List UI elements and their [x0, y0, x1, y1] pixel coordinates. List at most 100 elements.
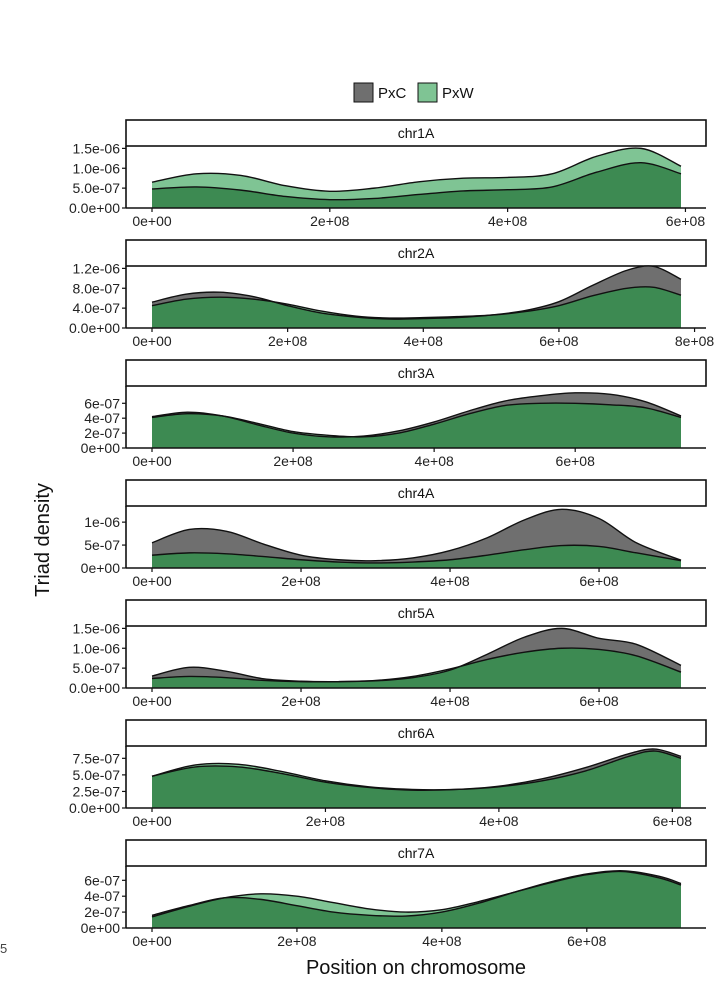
strip-chr2A [125, 239, 707, 267]
strip-label: chr7A [398, 845, 435, 861]
y-tick-label: 6e-07 [84, 395, 120, 411]
x-tick-label: 0e+00 [132, 933, 172, 949]
x-tick-label: 0e+00 [132, 693, 172, 709]
area-overlap [152, 403, 681, 448]
y-tick-label: 1.0e-06 [73, 160, 121, 176]
y-tick-label: 1.2e-06 [73, 260, 121, 276]
y-tick-label: 4.0e-07 [73, 300, 121, 316]
panel-chr4A: chr4A 0e+00 5e-07 1e-06 0e+00 2e+08 4e+08 6e+08 [81, 479, 707, 589]
area-overlap [152, 545, 681, 568]
y-tick-label: 6e-07 [84, 872, 120, 888]
line-PxC [151, 627, 682, 683]
y-tick-label: 0.0e+00 [69, 800, 120, 816]
strip-chr7A [125, 839, 707, 867]
strip-chr6A [125, 719, 707, 747]
area-overlap [152, 648, 681, 688]
line-PxC [151, 748, 682, 791]
x-tick-label: 2e+08 [281, 573, 321, 589]
line-PxC [151, 265, 682, 320]
x-tick-label: 4e+08 [414, 453, 454, 469]
strip-label: chr6A [398, 725, 435, 741]
line-PxW [151, 647, 682, 683]
y-tick-label: 8.0e-07 [73, 280, 121, 296]
x-tick-label: 6e+08 [567, 933, 607, 949]
strip-label: chr2A [398, 245, 435, 261]
strip-chr3A [125, 359, 707, 387]
strip-label: chr5A [398, 605, 435, 621]
y-tick-label: 0e+00 [81, 440, 121, 456]
strip-chr1A [125, 119, 707, 147]
area-overlap [152, 750, 681, 808]
x-tick-label: 4e+08 [430, 693, 470, 709]
legend-key-pxw [417, 82, 438, 103]
x-tick-label: 6e+08 [556, 453, 596, 469]
strip-label: chr1A [398, 125, 435, 141]
y-tick-label: 4e-07 [84, 888, 120, 904]
strip-chr5A [125, 599, 707, 627]
y-tick-label: 1.5e-06 [73, 620, 121, 636]
x-tick-label: 4e+08 [488, 213, 528, 229]
legend-label-pxw: PxW [442, 85, 475, 102]
area-overlap [152, 871, 681, 928]
legend: PxC PxW [353, 82, 475, 103]
stray-page-number: 5 [0, 941, 8, 956]
line-PxC [151, 392, 682, 438]
y-tick-label: 5.0e-07 [73, 660, 121, 676]
strip-chr4A [125, 479, 707, 507]
x-tick-label: 0e+00 [132, 333, 172, 349]
panel-chr1A: chr1A 0.0e+00 5.0e-07 1.0e-06 1.5e-06 0e+00 2e… [69, 119, 707, 229]
x-tick-label: 4e+08 [430, 573, 470, 589]
y-tick-label: 5.0e-07 [73, 767, 121, 783]
x-tick-label: 8e+08 [675, 333, 715, 349]
panel-chr5A: chr5A 0.0e+00 5.0e-07 1.0e-06 1.5e-06 0e+00 2e… [69, 599, 707, 709]
strip-label: chr3A [398, 365, 435, 381]
line-PxW [151, 147, 682, 193]
x-tick-label: 2e+08 [281, 693, 321, 709]
y-tick-label: 2e-07 [84, 904, 120, 920]
line-PxW [151, 402, 682, 438]
x-tick-label: 6e+08 [666, 213, 706, 229]
y-axis-title: Triad density [32, 483, 54, 597]
y-tick-label: 1.0e-06 [73, 640, 121, 656]
panel-chr2A: chr2A 0.0e+00 4.0e-07 8.0e-07 1.2e-06 0e+00 2e… [69, 239, 715, 349]
x-tick-label: 4e+08 [422, 933, 462, 949]
x-tick-label: 2e+08 [273, 453, 313, 469]
x-tick-label: 2e+08 [306, 813, 346, 829]
x-tick-label: 0e+00 [132, 573, 172, 589]
y-tick-label: 2.5e-07 [73, 783, 121, 799]
y-tick-label: 1e-06 [84, 514, 120, 530]
x-tick-label: 0e+00 [132, 813, 172, 829]
x-tick-label: 6e+08 [653, 813, 693, 829]
x-tick-label: 0e+00 [132, 453, 172, 469]
y-tick-label: 7.5e-07 [73, 750, 121, 766]
x-axis-title: Position on chromosome [306, 957, 526, 979]
y-tick-label: 4e-07 [84, 410, 120, 426]
panel-chr6A: chr6A 0.0e+002.5e-075.0e-077.5e-07 0e+00 2e… [69, 719, 707, 829]
strip-label: chr4A [398, 485, 435, 501]
line-PxC [151, 161, 682, 201]
y-tick-label: 5e-07 [84, 537, 120, 553]
legend-key-pxc [353, 82, 374, 103]
x-tick-label: 6e+08 [579, 573, 619, 589]
y-tick-label: 5.0e-07 [73, 180, 121, 196]
x-tick-label: 6e+08 [539, 333, 579, 349]
y-tick-label: 0e+00 [81, 920, 121, 936]
line-PxC [151, 870, 682, 917]
y-tick-label: 0.0e+00 [69, 200, 120, 216]
x-tick-label: 2e+08 [277, 933, 317, 949]
x-tick-label: 6e+08 [579, 693, 619, 709]
line-PxW [151, 285, 682, 319]
x-tick-label: 0e+00 [132, 213, 172, 229]
y-tick-label: 2e-07 [84, 425, 120, 441]
area-overlap [152, 286, 681, 328]
line-PxW [151, 544, 682, 564]
legend-label-pxc: PxC [378, 85, 407, 102]
y-tick-label: 0.0e+00 [69, 320, 120, 336]
x-tick-label: 2e+08 [310, 213, 350, 229]
line-PxC [151, 508, 682, 562]
x-tick-label: 4e+08 [404, 333, 444, 349]
